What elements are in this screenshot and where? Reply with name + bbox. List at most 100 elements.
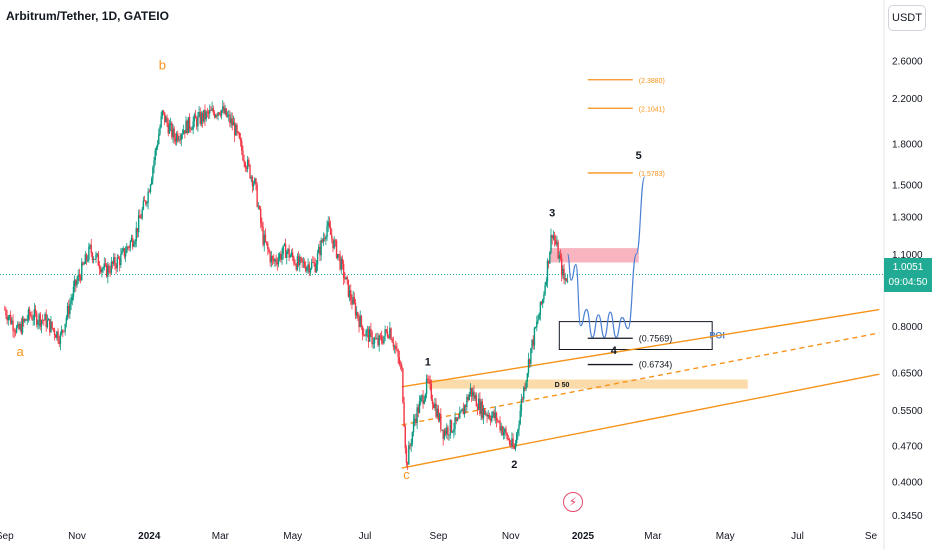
candle [335, 239, 338, 259]
candle [392, 336, 395, 351]
candle [496, 417, 499, 424]
candle [530, 347, 532, 368]
candle [149, 183, 152, 195]
candle [466, 393, 468, 413]
candle [417, 404, 420, 418]
x-tick-label: Jul [359, 531, 372, 542]
candle [521, 396, 524, 403]
candle [364, 334, 366, 337]
candle [160, 111, 162, 129]
candle [329, 220, 332, 235]
candle [382, 335, 384, 345]
candle [406, 461, 409, 470]
candle [355, 306, 358, 319]
candle [538, 312, 540, 320]
candle [425, 374, 428, 399]
candle [39, 312, 41, 331]
candle [303, 258, 306, 269]
candle [98, 260, 101, 275]
candle [34, 304, 37, 317]
candle [38, 312, 40, 329]
candle [258, 205, 261, 210]
candle [259, 205, 262, 229]
candle [429, 375, 431, 391]
candle [104, 258, 107, 268]
candle [293, 255, 295, 267]
candle [360, 314, 363, 330]
candle [299, 253, 301, 272]
candle [456, 417, 459, 422]
candle [276, 257, 278, 271]
current-price-tag: 1.0051 09:04:50 [884, 258, 932, 292]
candle [398, 350, 401, 367]
candle [128, 245, 130, 252]
candle [326, 220, 328, 241]
candle [154, 147, 156, 166]
candle [207, 109, 210, 120]
candle [51, 321, 53, 331]
lightning-bolt-icon[interactable]: ⚡ [563, 492, 583, 512]
candle [488, 412, 491, 420]
candle [77, 269, 79, 284]
candle [239, 132, 242, 147]
y-tick-label: 0.8000 [892, 322, 923, 333]
candle [9, 310, 12, 325]
candle [241, 137, 243, 156]
candle [263, 230, 265, 252]
wave-label: 1 [425, 357, 431, 369]
candle [467, 394, 469, 403]
candle [265, 241, 268, 246]
candle [158, 128, 160, 145]
candle [180, 133, 183, 147]
candle [115, 263, 117, 274]
candle [338, 253, 340, 262]
candle [182, 124, 185, 135]
candle [357, 311, 359, 322]
candle [173, 126, 175, 144]
candle [28, 306, 31, 321]
candle [476, 403, 479, 416]
candle [280, 250, 282, 263]
candle [418, 395, 421, 414]
candle [211, 101, 213, 112]
candle [491, 411, 493, 423]
candle [511, 432, 513, 450]
candle [481, 398, 483, 421]
candle [374, 333, 377, 340]
candle [102, 266, 104, 274]
candle [512, 433, 514, 449]
candle [79, 274, 82, 284]
candle [457, 414, 460, 420]
x-tick-label: 2024 [138, 531, 161, 542]
candle [132, 234, 134, 250]
candle [164, 112, 166, 126]
candle [440, 408, 442, 433]
candle [380, 330, 383, 345]
candle [15, 324, 18, 334]
candle [289, 253, 292, 258]
candle [220, 109, 223, 120]
support-zone-label: D 50 [555, 382, 570, 389]
wave-label: 5 [636, 150, 642, 162]
wave-labels-layer: b a c 1 2 3 4 5 [17, 57, 642, 481]
candle [53, 327, 56, 341]
candle [492, 410, 494, 418]
candle [113, 252, 115, 267]
candle [291, 248, 294, 262]
candle [534, 326, 537, 329]
candle [69, 297, 71, 319]
target-label: (0.6734) [639, 360, 673, 370]
support-zone [427, 379, 748, 389]
candle [41, 314, 44, 325]
candle [216, 113, 218, 120]
candle [531, 339, 533, 354]
candle [122, 245, 124, 253]
target-label: (1.5783) [639, 171, 665, 178]
candle [96, 252, 98, 258]
candle [308, 261, 310, 277]
candle [473, 385, 475, 402]
currency-button[interactable]: USDT [888, 5, 926, 31]
candle [403, 396, 405, 428]
candle [523, 386, 525, 403]
